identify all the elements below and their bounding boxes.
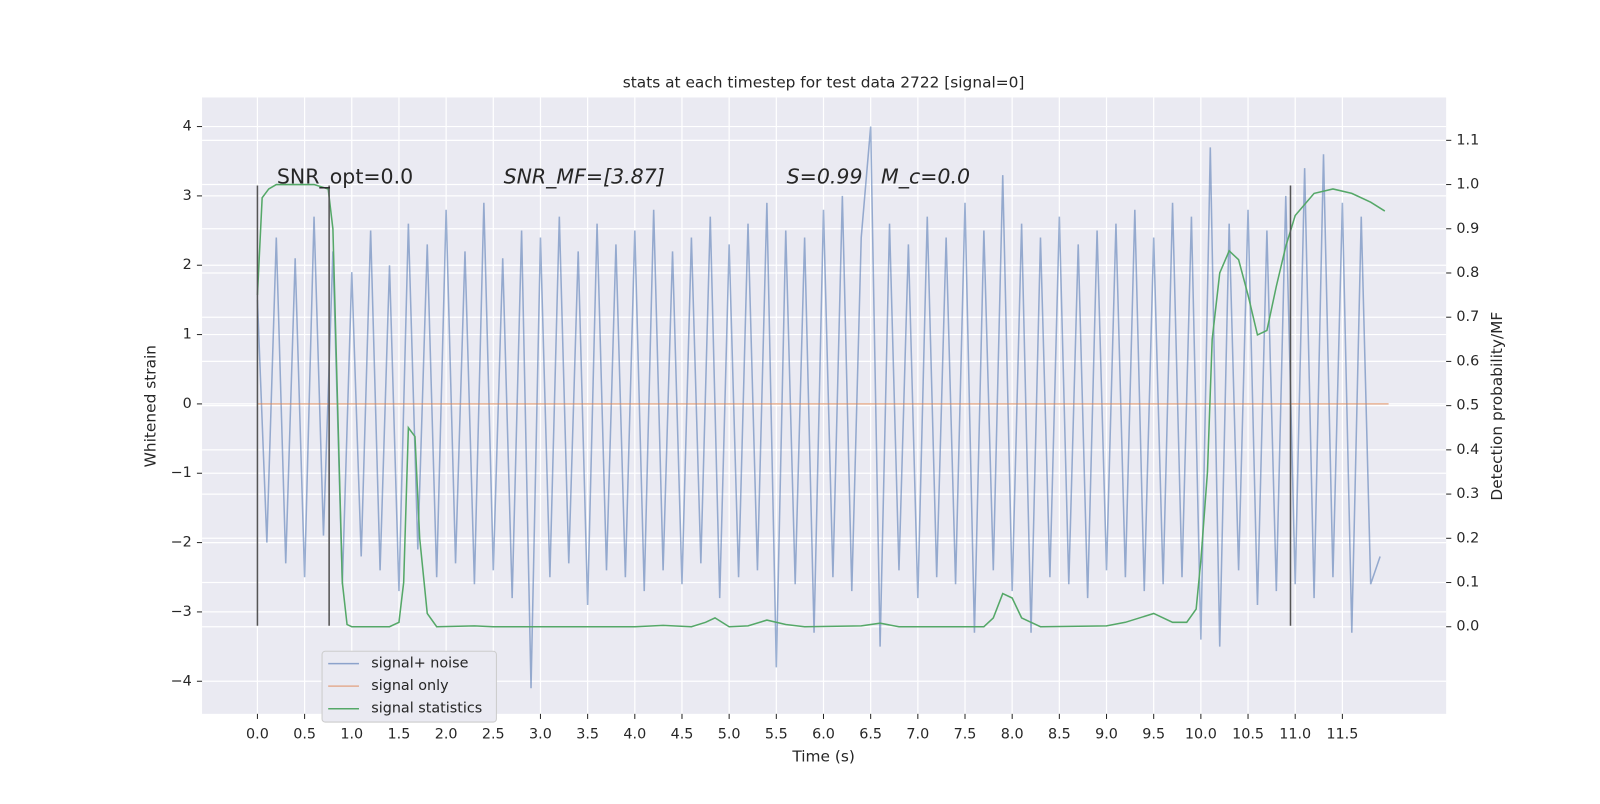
x-tick-label: 5.5 xyxy=(765,726,788,742)
legend-label: signal only xyxy=(371,678,449,694)
y2-tick-label: 0.9 xyxy=(1456,221,1479,237)
y2-tick-label: 0.0 xyxy=(1456,619,1479,635)
y-tick-label: −4 xyxy=(171,673,192,689)
y-tick-label: −2 xyxy=(171,535,192,551)
x-tick-label: 11.0 xyxy=(1279,726,1311,742)
x-tick-label: 2.5 xyxy=(482,726,505,742)
y2-tick-label: 0.8 xyxy=(1456,265,1479,281)
y-tick-label: 2 xyxy=(183,257,192,273)
x-tick-label: 1.5 xyxy=(388,726,411,742)
y-axis-label: Whitened strain xyxy=(141,345,159,467)
x-tick-label: 3.5 xyxy=(576,726,599,742)
legend-box xyxy=(321,650,497,723)
x-tick-label: 7.0 xyxy=(906,726,929,742)
y2-tick-label: 0.7 xyxy=(1456,309,1479,325)
y-tick-label: 0 xyxy=(183,396,192,412)
legend-label: signal+ noise xyxy=(371,656,468,672)
x-tick-label: 9.5 xyxy=(1142,726,1165,742)
y2-tick-label: 0.5 xyxy=(1456,398,1479,414)
y2-tick-label: 1.0 xyxy=(1456,177,1479,193)
x-tick-label: 9.0 xyxy=(1095,726,1118,742)
y-tick-label: 3 xyxy=(183,188,192,204)
x-tick-label: 2.0 xyxy=(435,726,458,742)
y2-tick-label: 0.3 xyxy=(1456,486,1479,502)
legend-label: signal statistics xyxy=(371,701,482,717)
x-tick-label: 1.0 xyxy=(340,726,363,742)
y2-tick-label: 0.4 xyxy=(1456,442,1479,458)
x-tick-label: 6.5 xyxy=(859,726,882,742)
x-tick-label: 10.0 xyxy=(1185,726,1217,742)
x-tick-label: 0.0 xyxy=(246,726,269,742)
y-tick-label: −1 xyxy=(171,465,192,481)
y2-axis-label: Detection probability/MF xyxy=(1488,312,1506,501)
series-line xyxy=(256,183,1386,628)
x-tick-label: 5.0 xyxy=(718,726,741,742)
annotation: SNR_MF=[3.87] xyxy=(504,164,665,189)
x-tick-label: 8.0 xyxy=(1001,726,1024,742)
y2-tick-label: 0.6 xyxy=(1456,353,1479,369)
annotation: SNR_opt=0.0 xyxy=(277,164,413,189)
x-tick-label: 4.5 xyxy=(671,726,694,742)
y2-tick-label: 1.1 xyxy=(1456,132,1479,148)
annotation: M_c=0.0 xyxy=(881,164,970,189)
y2-tick-label: 0.1 xyxy=(1456,575,1479,591)
y2-tick-label: 0.2 xyxy=(1456,530,1479,546)
chart-title: stats at each timestep for test data 272… xyxy=(623,74,1025,92)
x-tick-label: 0.5 xyxy=(293,726,316,742)
x-tick-label: 10.5 xyxy=(1232,726,1264,742)
x-tick-label: 4.0 xyxy=(623,726,646,742)
y-tick-label: 4 xyxy=(183,119,192,135)
annotation: S=0.99 xyxy=(787,164,863,188)
y-tick-label: −3 xyxy=(171,604,192,620)
series-line xyxy=(256,126,1381,689)
legend: signal+ noise signal only signal statistic… xyxy=(321,650,497,723)
x-tick-label: 3.0 xyxy=(529,726,552,742)
y-tick-label: 1 xyxy=(183,327,192,343)
x-axis-label: Time (s) xyxy=(791,747,855,765)
x-tick-label: 8.5 xyxy=(1048,726,1071,742)
x-tick-label: 11.5 xyxy=(1326,726,1358,742)
x-tick-label: 7.5 xyxy=(954,726,977,742)
x-tick-label: 6.0 xyxy=(812,726,835,742)
